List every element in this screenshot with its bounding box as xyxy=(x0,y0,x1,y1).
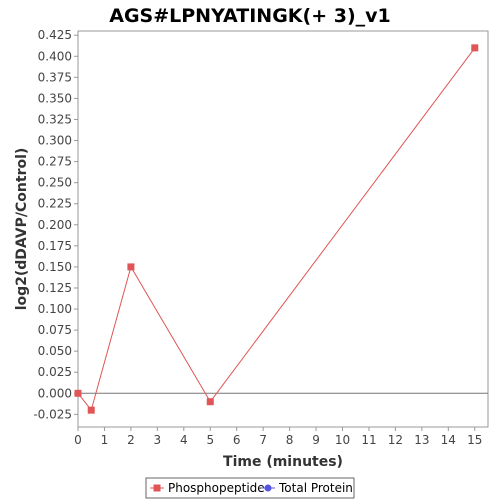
x-tick-label: 12 xyxy=(388,433,403,447)
x-tick-label: 3 xyxy=(154,433,162,447)
x-tick-label: 2 xyxy=(127,433,135,447)
y-tick-label: 0.125 xyxy=(38,281,72,295)
y-tick-label: 0.200 xyxy=(38,218,72,232)
x-tick-label: 4 xyxy=(180,433,188,447)
plot-area xyxy=(77,30,489,428)
data-point xyxy=(127,263,135,271)
y-tick-label: 0.025 xyxy=(38,365,72,379)
x-axis-label: Time (minutes) xyxy=(223,454,343,470)
x-axis: 0 1 2 3 4 5 6 7 8 9 10 11 12 13 14 15 xyxy=(74,427,482,447)
y-tick-label: 0.225 xyxy=(38,197,72,211)
chart-title: AGS#LPNYATINGK(+ 3)_v1 xyxy=(109,5,390,27)
x-tick-label: 11 xyxy=(361,433,376,447)
y-tick-label: -0.025 xyxy=(33,407,72,421)
y-tick-label: 0.350 xyxy=(38,91,72,105)
y-axis: -0.025 0.000 0.025 0.050 0.075 0.100 0.125 0.15… xyxy=(33,28,78,421)
x-tick-label: 1 xyxy=(101,433,109,447)
y-tick-label: 0.000 xyxy=(38,386,72,400)
legend-marker-square xyxy=(153,484,161,492)
x-tick-label: 8 xyxy=(286,433,294,447)
y-axis-label: log2(dDAVP/Control) xyxy=(14,148,30,311)
y-tick-label: 0.150 xyxy=(38,260,72,274)
y-tick-label: 0.400 xyxy=(38,49,72,63)
data-point xyxy=(87,406,95,414)
x-tick-label: 15 xyxy=(467,433,482,447)
x-tick-label: 7 xyxy=(259,433,267,447)
legend: Phosphopeptide Total Protein xyxy=(145,477,355,499)
y-tick-label: 0.275 xyxy=(38,155,72,169)
y-tick-label: 0.250 xyxy=(38,176,72,190)
y-tick-label: 0.100 xyxy=(38,302,72,316)
y-tick-label: 0.050 xyxy=(38,344,72,358)
legend-label: Phosphopeptide xyxy=(168,481,265,495)
x-tick-label: 5 xyxy=(206,433,214,447)
x-tick-label: 10 xyxy=(335,433,350,447)
x-tick-label: 14 xyxy=(441,433,456,447)
data-point xyxy=(471,44,479,52)
legend-box xyxy=(145,477,355,499)
y-tick-label: 0.175 xyxy=(38,239,72,253)
x-tick-label: 9 xyxy=(312,433,320,447)
legend-marker-circle xyxy=(264,484,272,492)
x-tick-label: 13 xyxy=(414,433,429,447)
x-tick-label: 0 xyxy=(74,433,82,447)
y-tick-label: 0.325 xyxy=(38,112,72,126)
y-tick-label: 0.075 xyxy=(38,323,72,337)
y-tick-label: 0.300 xyxy=(38,134,72,148)
series-layer xyxy=(74,44,479,414)
y-tick-label: 0.375 xyxy=(38,70,72,84)
data-point xyxy=(74,389,82,397)
y-tick-label: 0.425 xyxy=(38,28,72,42)
legend-label: Total Protein xyxy=(278,481,353,495)
x-tick-label: 6 xyxy=(233,433,241,447)
data-point xyxy=(206,398,214,406)
